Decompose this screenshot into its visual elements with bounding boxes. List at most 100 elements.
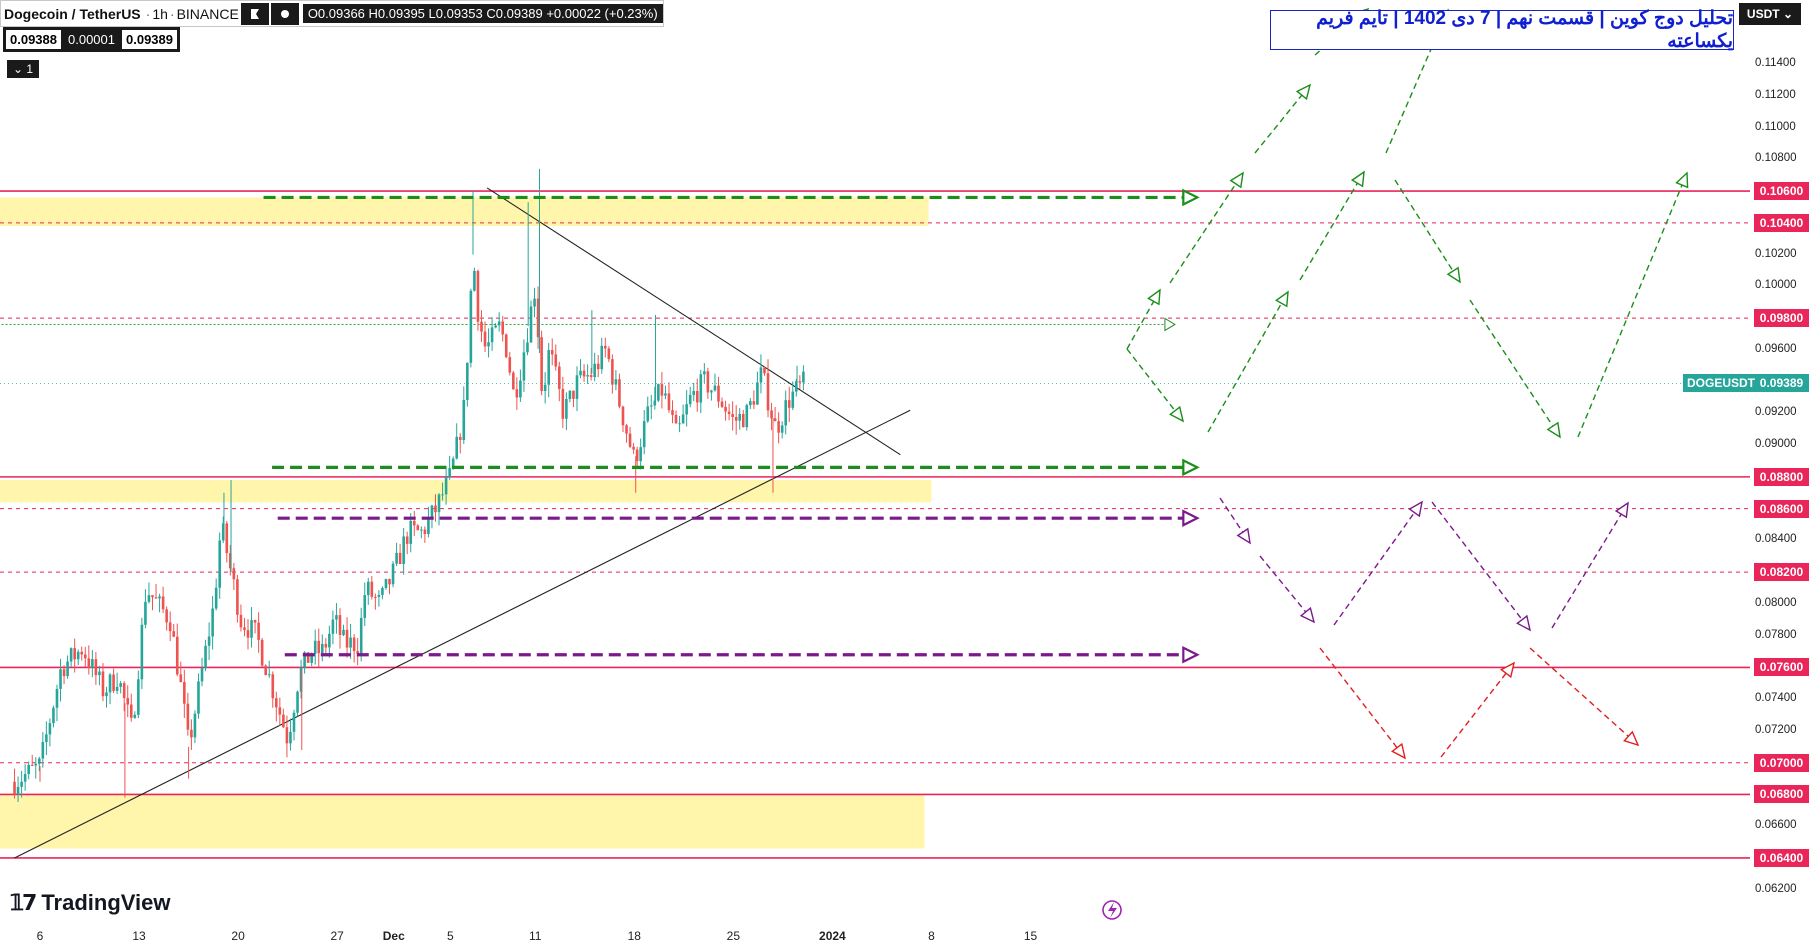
scenario-arrow-purple (1551, 502, 1629, 629)
candle (48, 723, 52, 735)
candle (649, 405, 653, 407)
candle (625, 425, 628, 434)
candle (791, 391, 795, 408)
arrow-icon (1391, 742, 1407, 760)
sr-zone-2 (0, 794, 925, 849)
candle (342, 629, 345, 635)
candle (275, 698, 278, 708)
candle (147, 595, 151, 602)
candle (759, 367, 763, 383)
candle (158, 596, 161, 599)
candle (204, 645, 207, 669)
interval-label[interactable]: 1h (152, 5, 168, 22)
candle (462, 400, 466, 440)
candle (692, 391, 696, 395)
bid-ask-box: 0.09388 0.00001 0.09389 (3, 27, 180, 52)
scenario-arrow-green (1394, 179, 1461, 283)
arrow-icon (1299, 606, 1316, 624)
candle (303, 652, 306, 668)
symbol-legend[interactable]: Dogecoin / TetherUS · 1h · BINANCE O0.09… (0, 0, 664, 27)
chevron-down-icon: ⌄ (13, 62, 24, 76)
candle (73, 648, 76, 660)
tradingview-logo[interactable]: 𝟙𝟳 TradingView (10, 890, 171, 916)
candle (264, 665, 267, 676)
candle (41, 741, 45, 759)
candle (306, 652, 310, 663)
sr-zone-0 (0, 197, 929, 227)
x-tick-label: 20 (231, 929, 245, 943)
candle (101, 671, 105, 697)
price-level-tag: 0.08200 (1754, 563, 1809, 582)
bid-price[interactable]: 0.09388 (6, 30, 61, 49)
price-level-tag: 0.07600 (1754, 658, 1809, 677)
arrow-icon (1164, 317, 1176, 332)
arrow-icon (1614, 501, 1629, 519)
analysis-title: تحلیل دوج کوین | قسمت نهم | 7 دی 1402 | … (1270, 8, 1734, 52)
x-tick-label: 25 (726, 929, 741, 943)
candle (356, 651, 359, 654)
ask-price[interactable]: 0.09389 (122, 30, 177, 49)
candle (232, 568, 236, 580)
candle (561, 388, 565, 419)
candle (154, 597, 158, 599)
candle (731, 414, 734, 417)
x-tick-label: Dec (382, 929, 405, 943)
candle (536, 298, 540, 338)
candle (618, 379, 621, 407)
candle (798, 381, 802, 383)
candle (540, 337, 543, 392)
candle (296, 691, 299, 713)
y-tick-label: 0.09000 (1755, 438, 1797, 451)
candle (225, 523, 229, 554)
candle (137, 679, 140, 715)
scenario-arrow-purple (1431, 501, 1531, 631)
scenario-arrow-green (1126, 348, 1184, 422)
indicators-toggle[interactable]: ⌄ 1 (7, 60, 40, 78)
candle (409, 520, 413, 544)
candle (756, 382, 759, 405)
arrow-icon (1182, 458, 1200, 477)
candle (741, 413, 745, 428)
candle (752, 401, 756, 405)
candle (554, 354, 558, 367)
candle (579, 370, 582, 376)
candle (239, 614, 243, 628)
candle (87, 658, 91, 669)
y-tick-label: 0.07200 (1755, 723, 1797, 736)
scenario-arrow-green (1207, 291, 1289, 433)
candle (603, 345, 607, 349)
candle (197, 681, 200, 714)
candle (787, 400, 791, 408)
candle (427, 518, 430, 535)
price-level-tag: 0.10600 (1754, 182, 1809, 201)
candle (628, 433, 632, 447)
currency-button[interactable]: USDT ⌄ (1738, 3, 1801, 25)
candle (635, 449, 639, 462)
candle (317, 640, 321, 654)
candle (547, 350, 550, 385)
candle (572, 390, 575, 399)
scenario-arrow-purple (1333, 501, 1423, 626)
candle (412, 520, 416, 526)
candle (13, 781, 16, 795)
candle (16, 786, 20, 795)
symbol-tag: DOGEUSDT (1683, 374, 1760, 393)
candle (119, 683, 122, 687)
y-tick-label: 0.11200 (1755, 88, 1796, 101)
flag-icon[interactable] (240, 2, 269, 25)
candle (455, 436, 459, 459)
candle (335, 615, 338, 620)
currency-label: USDT (1746, 7, 1780, 21)
candle (391, 563, 395, 585)
arrow-icon (1295, 83, 1312, 101)
candle (720, 401, 724, 407)
x-tick-label: 11 (529, 929, 542, 943)
candle (710, 390, 713, 393)
candle (416, 525, 420, 530)
symbol-name[interactable]: Dogecoin / TetherUS (4, 5, 141, 22)
y-tick-label: 0.08000 (1755, 596, 1797, 609)
x-tick-label: 6 (36, 929, 44, 943)
arrow-icon (1675, 171, 1689, 189)
visibility-dot-icon[interactable] (270, 2, 299, 25)
